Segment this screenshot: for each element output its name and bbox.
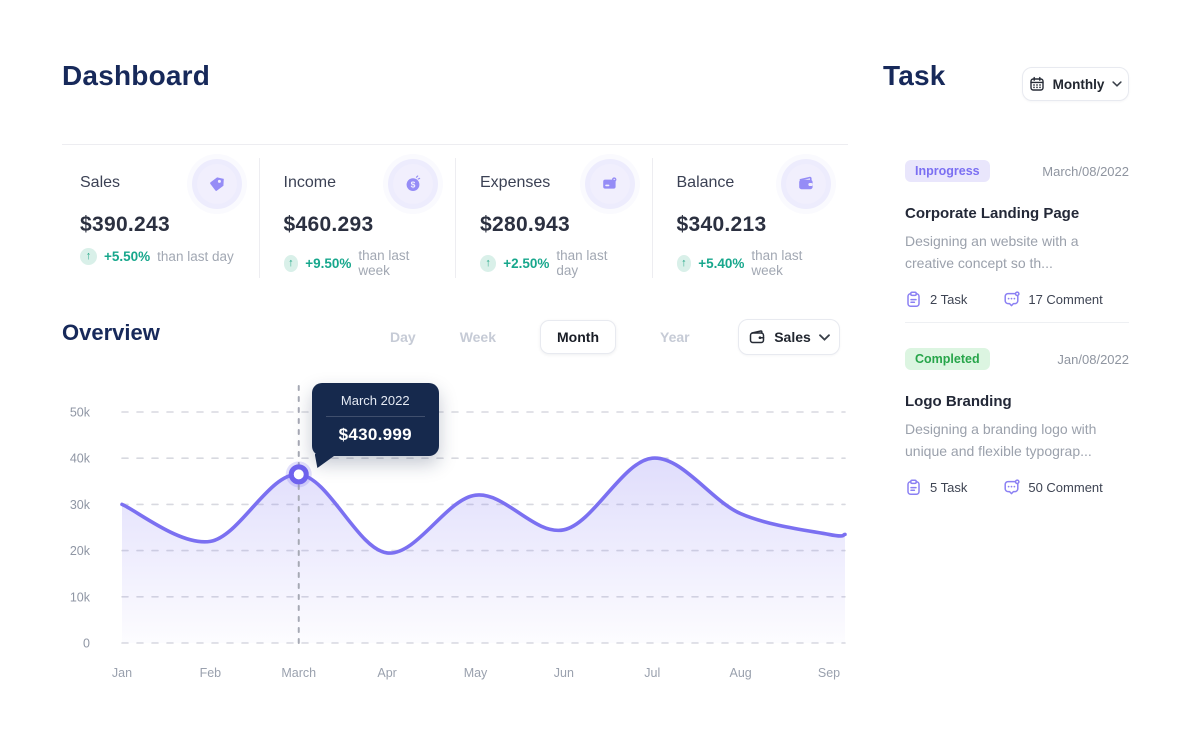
comment-count: 17 Comment [1003, 291, 1103, 308]
range-tabs: Day Week Month Year [390, 320, 690, 354]
svg-text:50k: 50k [70, 406, 91, 420]
task-count-label: 2 Task [930, 291, 968, 307]
credit-card-icon [589, 164, 630, 204]
chevron-down-icon [818, 333, 830, 341]
tab-day[interactable]: Day [390, 329, 416, 345]
comment-icon [1004, 479, 1020, 495]
stats-row: Sales $390.243 ↑ +5.50% than last day In… [62, 158, 848, 278]
stat-change-percent: +5.50% [104, 249, 151, 264]
stat-card-expenses: Expenses $280.943 ↑ +2.50% than last day [455, 158, 652, 278]
stat-value: $340.213 [676, 213, 767, 236]
stat-change-percent: +2.50% [503, 255, 550, 271]
page-title: Dashboard [62, 60, 211, 91]
calendar-icon [1029, 76, 1045, 92]
task-count: 5 Task [905, 479, 967, 496]
stat-value: $280.943 [480, 213, 570, 236]
tab-year[interactable]: Year [660, 329, 690, 345]
svg-text:Feb: Feb [200, 666, 222, 680]
task-card[interactable]: Inprogress March/08/2022 Corporate Landi… [905, 160, 1129, 308]
chevron-down-icon [1112, 81, 1123, 87]
stat-value: $460.293 [283, 213, 374, 236]
stat-change-period: than last day [157, 249, 234, 264]
wallet-icon [786, 164, 826, 204]
task-card-description: Designing an website with a creative con… [905, 233, 1079, 271]
task-date: Jan/08/2022 [1057, 351, 1129, 367]
svg-text:0: 0 [83, 637, 90, 651]
tooltip-value: $430.999 [338, 425, 412, 444]
stat-value: $390.243 [80, 213, 170, 236]
chart-tooltip: March 2022 $430.999 [311, 383, 439, 468]
task-card-description: Designing a branding logo with unique an… [905, 421, 1097, 459]
stat-label: Sales [80, 174, 121, 191]
comment-icon [1004, 291, 1020, 307]
tab-week[interactable]: Week [459, 329, 497, 345]
tab-month[interactable]: Month [540, 320, 616, 354]
svg-text:March: March [281, 666, 316, 680]
svg-text:$: $ [411, 180, 416, 190]
up-arrow-icon: ↑ [80, 248, 97, 265]
task-card[interactable]: Completed Jan/08/2022 Logo Branding Desi… [905, 348, 1129, 496]
tooltip-month-label: March 2022 [325, 393, 425, 417]
svg-text:20k: 20k [70, 544, 91, 558]
clipboard-icon [907, 479, 920, 495]
task-card-title: Logo Branding [905, 393, 1012, 410]
svg-text:Aug: Aug [730, 666, 752, 680]
svg-text:Apr: Apr [377, 666, 396, 680]
svg-text:Jan: Jan [112, 666, 132, 680]
svg-text:10k: 10k [70, 590, 91, 604]
task-filter-label: Monthly [1052, 76, 1105, 92]
up-arrow-icon: ↑ [676, 254, 692, 272]
stat-label: Expenses [480, 174, 551, 191]
stat-card-income: Income $ $460.293 ↑ +9.50% than last wee… [258, 158, 456, 278]
stat-change-percent: +5.40% [698, 255, 745, 271]
stat-label: Balance [676, 174, 735, 191]
overview-section-title: Overview [62, 320, 160, 345]
task-count: 2 Task [905, 291, 967, 308]
status-badge: Completed [905, 348, 990, 370]
svg-text:30k: 30k [70, 498, 91, 512]
stat-change-period: than last week [751, 248, 803, 278]
clipboard-icon [907, 291, 920, 307]
stat-change-period: than last week [358, 248, 410, 278]
svg-text:40k: 40k [70, 452, 91, 466]
coin-icon: $ [393, 164, 433, 204]
task-count-label: 5 Task [930, 479, 968, 495]
svg-text:Sep: Sep [818, 666, 840, 680]
metric-dropdown[interactable]: Sales [738, 319, 840, 355]
metric-dropdown-label: Sales [774, 329, 811, 345]
svg-text:Jul: Jul [644, 666, 660, 680]
status-badge: Inprogress [905, 160, 990, 182]
up-arrow-icon: ↑ [480, 254, 497, 272]
svg-text:May: May [464, 666, 488, 680]
stat-card-balance: Balance $340.213 ↑ +5.40% than last week [651, 158, 849, 278]
price-tag-icon [196, 164, 237, 204]
up-arrow-icon: ↑ [283, 254, 299, 272]
task-card-divider [905, 322, 1129, 323]
stat-card-sales: Sales $390.243 ↑ +5.50% than last day [62, 158, 259, 278]
stat-change-period: than last day [556, 248, 608, 278]
comment-count: 50 Comment [1003, 479, 1103, 496]
task-filter-dropdown[interactable]: Monthly [1022, 67, 1129, 101]
overview-chart[interactable]: 50k 40k 30k 20k 10k 0 Jan Feb March Apr May Jun Jul A… [62, 383, 848, 700]
comment-count-label: 17 Comment [1028, 291, 1103, 307]
svg-text:Jun: Jun [554, 666, 574, 680]
wallet-icon [748, 328, 766, 346]
comment-count-label: 50 Comment [1028, 479, 1103, 495]
task-date: March/08/2022 [1042, 163, 1129, 179]
stat-label: Income [283, 174, 336, 191]
stat-change-percent: +9.50% [305, 255, 352, 271]
header-divider [62, 144, 848, 145]
task-card-title: Corporate Landing Page [905, 205, 1080, 222]
task-panel-title: Task [883, 60, 946, 91]
chart-canvas: 50k 40k 30k 20k 10k 0 Jan Feb March Apr May Jun Jul A… [70, 385, 847, 680]
